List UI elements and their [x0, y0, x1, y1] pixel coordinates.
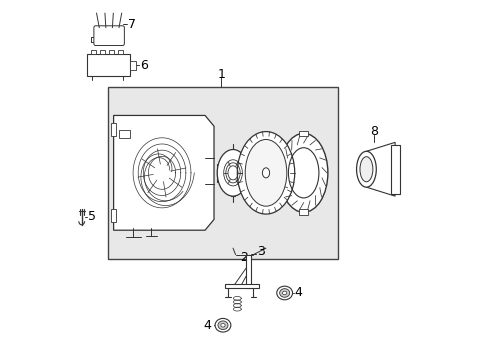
- Text: 3: 3: [257, 245, 264, 258]
- Bar: [118, 50, 123, 54]
- Bar: [100, 50, 104, 54]
- Polygon shape: [113, 116, 214, 230]
- Text: 8: 8: [369, 125, 378, 138]
- Bar: [90, 50, 96, 54]
- Bar: [224, 284, 258, 288]
- Text: 1: 1: [217, 68, 224, 81]
- Ellipse shape: [244, 139, 286, 206]
- Ellipse shape: [218, 321, 227, 329]
- Ellipse shape: [221, 323, 224, 327]
- Ellipse shape: [217, 149, 248, 196]
- Ellipse shape: [279, 289, 289, 297]
- Bar: [111, 123, 116, 136]
- Text: 5: 5: [88, 211, 96, 224]
- Bar: [111, 210, 116, 222]
- Bar: [119, 130, 130, 138]
- Bar: [299, 210, 307, 215]
- Bar: [108, 87, 337, 259]
- FancyBboxPatch shape: [94, 26, 124, 45]
- Ellipse shape: [215, 319, 230, 332]
- Polygon shape: [366, 142, 394, 196]
- Ellipse shape: [279, 134, 327, 212]
- Text: 6: 6: [140, 59, 147, 72]
- Text: 4: 4: [294, 287, 302, 300]
- Text: 7: 7: [128, 18, 136, 31]
- Ellipse shape: [276, 286, 292, 300]
- Ellipse shape: [237, 132, 294, 214]
- Text: 4: 4: [203, 319, 211, 332]
- Bar: [86, 54, 129, 76]
- Bar: [299, 131, 307, 136]
- Ellipse shape: [262, 168, 269, 178]
- Bar: [390, 145, 399, 194]
- Text: 2: 2: [240, 251, 248, 264]
- Ellipse shape: [356, 151, 376, 187]
- Ellipse shape: [282, 291, 286, 295]
- Bar: [246, 255, 250, 288]
- Bar: [109, 50, 114, 54]
- Ellipse shape: [359, 157, 372, 182]
- Bar: [129, 61, 136, 69]
